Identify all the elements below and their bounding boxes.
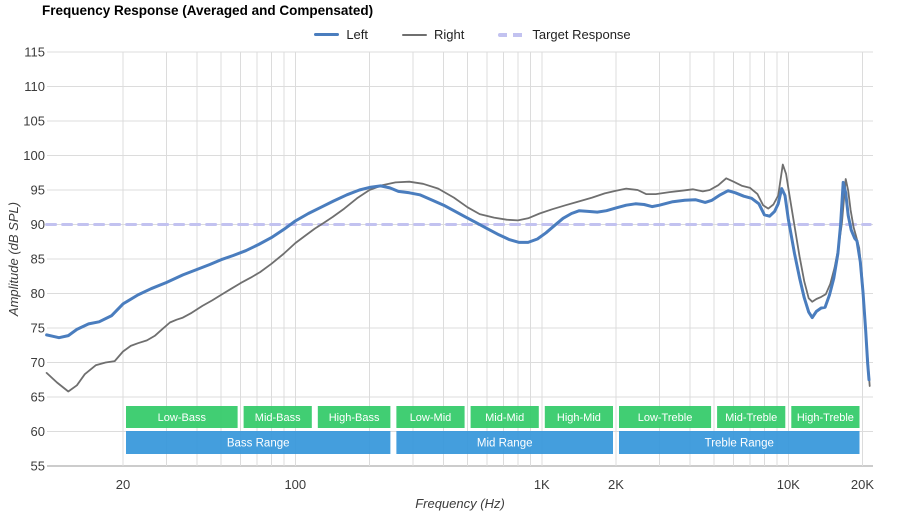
y-tick-label: 70	[31, 355, 45, 370]
legend-item-target-response: Target Response	[498, 27, 631, 42]
band-high-bass: High-Bass	[317, 406, 391, 428]
band-label: Mid-Treble	[725, 412, 777, 424]
x-tick-label: 20	[116, 477, 130, 492]
right-line-swatch	[402, 33, 428, 36]
x-tick-label: 100	[284, 477, 306, 492]
right-curve	[45, 163, 871, 393]
band-mid-treble: Mid-Treble	[717, 406, 786, 428]
band-label: Treble Range	[705, 438, 774, 450]
band-label: Mid-Bass	[255, 412, 301, 424]
band-label: Low-Mid	[410, 412, 452, 424]
x-tick-label: 10K	[777, 477, 800, 492]
range-mid-range: Mid Range	[396, 431, 613, 454]
y-tick-label: 80	[31, 286, 45, 301]
band-low-mid: Low-Mid	[396, 406, 465, 428]
band-label: Mid-Mid	[485, 412, 524, 424]
band-label: High-Treble	[797, 412, 854, 424]
y-tick-label: 100	[23, 148, 45, 163]
legend-label-target-response: Target Response	[532, 27, 631, 42]
y-tick-label: 115	[24, 45, 45, 60]
left-curve	[45, 180, 871, 382]
band-label: High-Bass	[329, 412, 380, 424]
y-tick-label: 65	[31, 390, 45, 405]
tick-labels: 55 60 65 70 75 80 85 90 95 100 105 110 115 20 100 1K 2K 1…	[23, 45, 874, 493]
legend-item-left: Left	[314, 27, 368, 42]
x-axis-title: Frequency (Hz)	[415, 496, 505, 511]
band-mid-bass: Mid-Bass	[243, 406, 312, 428]
band-high-mid: High-Mid	[544, 406, 613, 428]
band-label: High-Mid	[557, 412, 601, 424]
x-tick-label: 20K	[851, 477, 874, 492]
y-tick-label: 95	[31, 183, 45, 198]
band-low-treble: Low-Treble	[619, 406, 712, 428]
band-mid-mid: Mid-Mid	[470, 406, 539, 428]
x-tick-label: 1K	[534, 477, 550, 492]
legend-label-right: Right	[434, 27, 465, 42]
y-tick-label: 60	[31, 424, 45, 439]
y-tick-label: 105	[23, 114, 45, 129]
y-tick-label: 75	[31, 321, 45, 336]
x-tick-label: 2K	[608, 477, 624, 492]
band-label: Low-Bass	[158, 412, 207, 424]
frequency-bands: Low-Bass Mid-Bass High-Bass Low-Mid Mid-Mid H…	[126, 406, 860, 454]
y-tick-label: 110	[24, 79, 45, 94]
band-high-treble: High-Treble	[791, 406, 860, 428]
y-axis-title: Amplitude (dB SPL)	[6, 201, 21, 317]
band-label: Bass Range	[227, 438, 290, 450]
range-treble-range: Treble Range	[619, 431, 860, 454]
chart-title: Frequency Response (Averaged and Compens…	[42, 3, 374, 18]
y-tick-label: 55	[31, 459, 45, 474]
legend: Left Right Target Response	[0, 27, 900, 42]
y-tick-label: 85	[31, 252, 45, 267]
legend-item-right: Right	[402, 27, 464, 42]
left-line-swatch	[314, 33, 340, 36]
y-tick-label: 90	[31, 217, 45, 232]
range-bass-range: Bass Range	[126, 431, 391, 454]
legend-label-left: Left	[346, 27, 369, 42]
gridlines	[47, 51, 873, 467]
band-label: Low-Treble	[638, 412, 693, 424]
target-dash-swatch	[498, 32, 526, 37]
band-low-bass: Low-Bass	[126, 406, 238, 428]
band-label: Mid Range	[477, 438, 533, 450]
